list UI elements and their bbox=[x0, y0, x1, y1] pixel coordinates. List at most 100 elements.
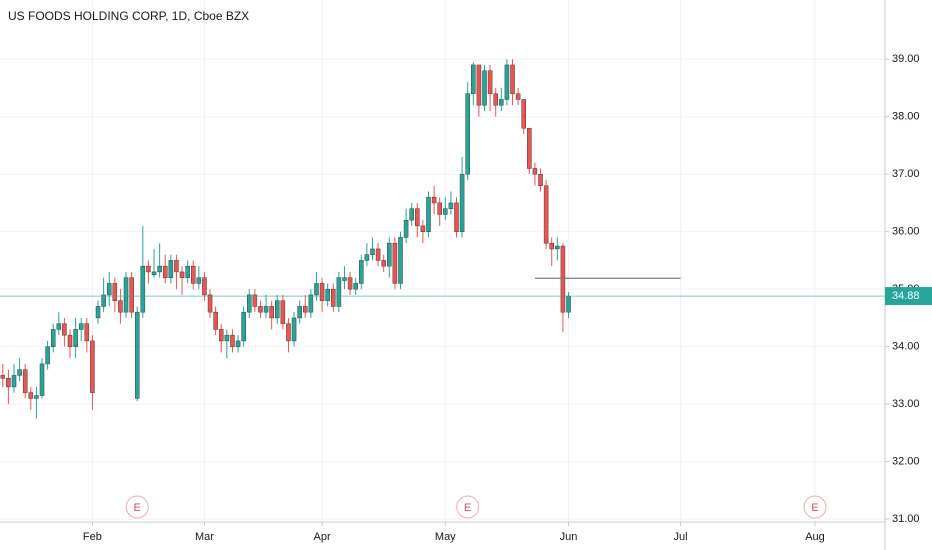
candle-body bbox=[134, 311, 140, 399]
candle-body bbox=[106, 283, 112, 296]
candle-body bbox=[426, 196, 431, 232]
candle-body bbox=[6, 378, 11, 388]
candle-body bbox=[471, 64, 476, 94]
candle-body bbox=[39, 363, 45, 396]
candle-body bbox=[515, 93, 521, 100]
candle-body bbox=[331, 288, 336, 307]
x-tick-label: Mar bbox=[195, 531, 214, 543]
candle-body bbox=[392, 242, 398, 284]
candle-body bbox=[34, 395, 39, 399]
candle-body bbox=[269, 306, 274, 319]
candle-body bbox=[532, 168, 538, 175]
candle-body bbox=[190, 265, 196, 284]
candle-body bbox=[22, 369, 28, 393]
candle-body bbox=[246, 294, 252, 313]
earnings-label: E bbox=[811, 502, 818, 514]
candle-body bbox=[527, 127, 532, 169]
candle-body bbox=[308, 294, 314, 313]
x-tick-label: Jul bbox=[674, 531, 688, 543]
candle-body bbox=[274, 300, 280, 319]
y-tick-label: 31.00 bbox=[892, 513, 920, 525]
candle-body bbox=[303, 306, 308, 313]
y-tick-label: 36.00 bbox=[892, 226, 920, 238]
candle-body bbox=[50, 329, 56, 347]
candle-body bbox=[420, 225, 426, 232]
candle-body bbox=[454, 202, 459, 232]
candle-body bbox=[314, 283, 319, 296]
candle-body bbox=[465, 93, 470, 175]
candle-body bbox=[482, 70, 487, 106]
y-tick-label: 34.00 bbox=[892, 341, 920, 353]
candle-body bbox=[510, 64, 515, 94]
candle-body bbox=[17, 369, 22, 376]
candle-body bbox=[84, 323, 90, 342]
candle-body bbox=[174, 260, 179, 273]
candle-body bbox=[325, 288, 330, 301]
y-tick-label: 39.00 bbox=[892, 53, 920, 65]
candle-body bbox=[521, 99, 526, 129]
chart-title: US FOODS HOLDING CORP, 1D, Cboe BZX bbox=[8, 9, 249, 23]
candle-body bbox=[566, 295, 571, 313]
candle-body bbox=[560, 245, 566, 313]
earnings-label: E bbox=[464, 502, 471, 514]
candle-body bbox=[123, 277, 129, 313]
candle-body bbox=[297, 306, 302, 319]
candle-body bbox=[487, 70, 493, 94]
candle-body bbox=[146, 265, 151, 273]
y-tick-label: 38.00 bbox=[892, 111, 920, 123]
candle-body bbox=[207, 294, 213, 313]
candle-body bbox=[370, 248, 375, 255]
candle-body bbox=[90, 340, 95, 393]
candle-body bbox=[342, 277, 347, 281]
candle-body bbox=[151, 271, 157, 276]
candle-body bbox=[504, 64, 510, 100]
x-tick-label: Feb bbox=[83, 531, 102, 543]
candle-body bbox=[101, 294, 106, 307]
candle-body bbox=[179, 271, 185, 278]
candle-body bbox=[549, 242, 554, 250]
candle-body bbox=[336, 277, 342, 307]
candle-body bbox=[415, 208, 420, 227]
candle-body bbox=[168, 260, 174, 278]
candle-body bbox=[202, 277, 207, 296]
candle-body bbox=[118, 300, 123, 313]
candle-body bbox=[359, 260, 364, 284]
candle-body bbox=[538, 173, 543, 186]
x-tick-label: May bbox=[435, 531, 456, 543]
candle-body bbox=[431, 196, 437, 204]
candle-body bbox=[196, 277, 202, 284]
candle-body bbox=[73, 329, 78, 347]
y-tick-label: 32.00 bbox=[892, 456, 920, 468]
candle-body bbox=[398, 237, 403, 284]
candle-body bbox=[95, 306, 101, 319]
earnings-marker bbox=[456, 495, 480, 519]
earnings-label: E bbox=[134, 502, 141, 514]
candle-body bbox=[280, 300, 286, 324]
candle-body bbox=[443, 208, 448, 215]
candle-body bbox=[403, 219, 409, 238]
candle-body bbox=[448, 202, 454, 209]
candle-body bbox=[0, 375, 6, 379]
candle-body bbox=[62, 323, 67, 336]
earnings-marker bbox=[125, 495, 149, 519]
last-price-box bbox=[885, 287, 932, 306]
candle-body bbox=[364, 254, 370, 261]
candle-body bbox=[543, 185, 549, 244]
candle-body bbox=[409, 208, 414, 221]
candle-body bbox=[252, 294, 258, 307]
candle-body bbox=[230, 334, 235, 347]
candle-body bbox=[140, 265, 146, 313]
candle-body bbox=[476, 64, 482, 106]
candle-body bbox=[112, 283, 118, 301]
y-tick-label: 33.00 bbox=[892, 398, 920, 410]
candle-body bbox=[286, 323, 291, 342]
candle-body bbox=[162, 265, 168, 278]
x-tick-label: Jun bbox=[560, 531, 578, 543]
y-tick-label: 37.00 bbox=[892, 168, 920, 180]
candle-body bbox=[56, 323, 62, 330]
candle-body bbox=[67, 334, 73, 347]
candle-body bbox=[45, 346, 50, 365]
candle-body bbox=[437, 202, 442, 215]
